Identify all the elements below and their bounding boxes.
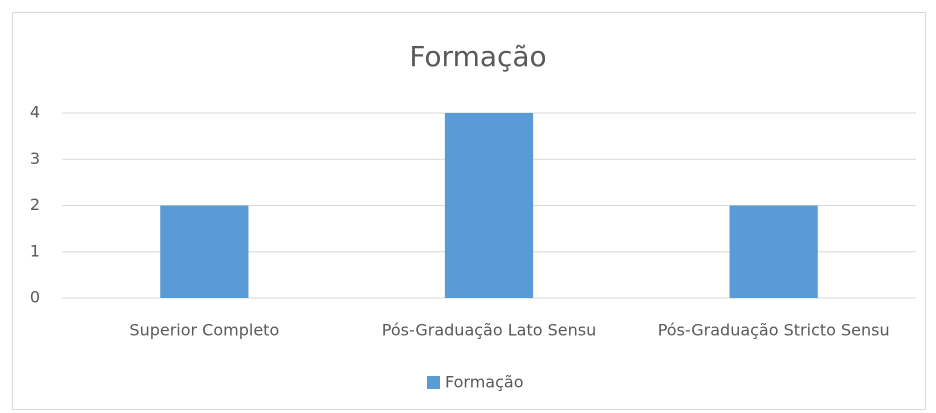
legend-label: Formação	[445, 373, 524, 392]
legend-swatch	[427, 376, 440, 389]
bar	[729, 205, 818, 298]
bar	[160, 205, 249, 298]
y-tick-label: 0	[30, 288, 40, 307]
y-tick-label: 3	[30, 149, 40, 168]
x-tick-label: Superior Completo	[129, 321, 279, 340]
y-tick-label: 4	[30, 103, 40, 122]
y-tick-label: 2	[30, 195, 40, 214]
bar	[444, 113, 534, 298]
x-tick-label: Pós-Graduação Stricto Sensu	[658, 321, 890, 340]
y-tick-label: 1	[30, 241, 40, 260]
x-tick-label: Pós-Graduação Lato Sensu	[382, 321, 596, 340]
chart-title: Formação	[409, 40, 546, 73]
